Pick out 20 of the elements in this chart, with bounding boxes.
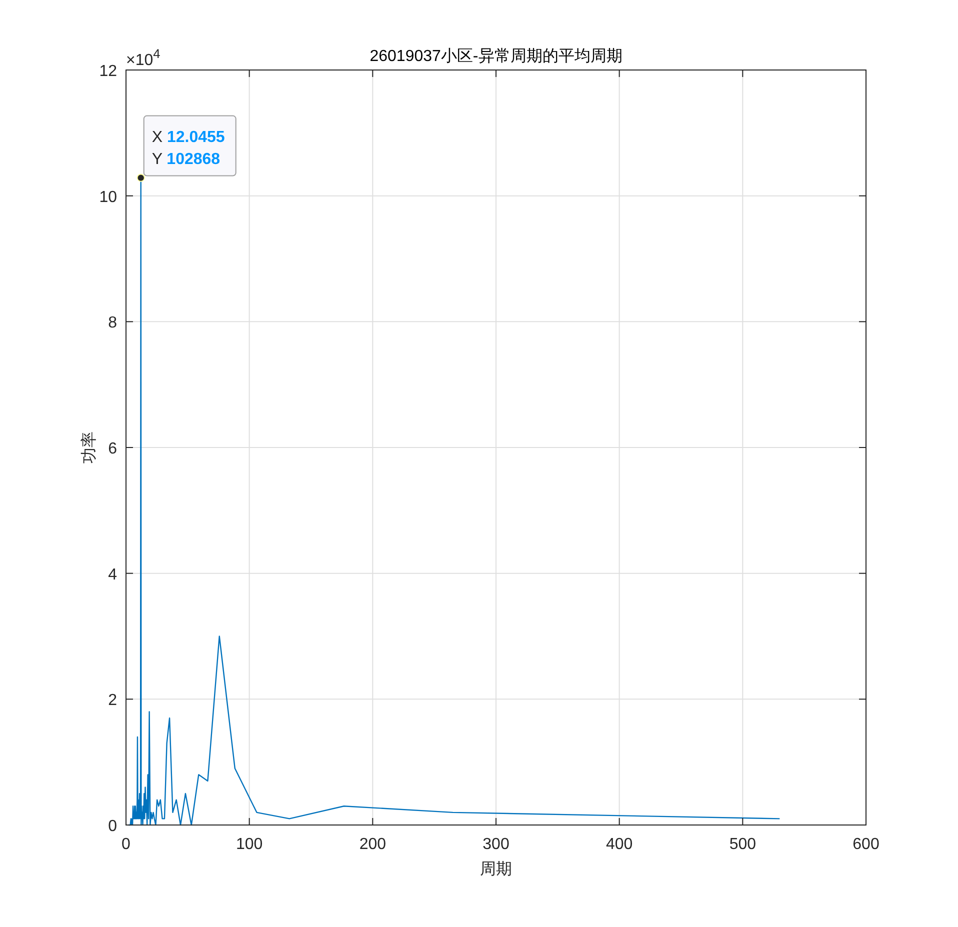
x-tick-label: 200 [359,836,386,853]
y-tick-label: 6 [108,440,118,458]
y-tick-label: 0 [108,818,118,835]
x-tick-label: 600 [852,836,880,853]
x-tick-label: 400 [606,836,633,853]
annotation: X 12.0455 [152,128,225,146]
chart-title: 26019037小区-异常周期的平均周期 [370,47,622,65]
y-tick-label: 10 [99,188,118,206]
x-axis-title: 周期 [480,860,512,878]
x-tick-label: 100 [236,836,263,853]
y-tick-label: 8 [108,314,118,332]
y-axis-title: 功率 [80,432,98,464]
y-tick-label: 2 [108,692,118,710]
annotation: Y 102868 [152,150,220,168]
x-tick-label: 300 [482,836,510,853]
y-tick-label: 4 [108,566,118,584]
y-tick-label: 12 [99,63,118,80]
x-tick-label: 0 [122,836,131,853]
text: ×10$^{4}$ [126,46,160,69]
x-tick-label: 500 [729,836,756,853]
